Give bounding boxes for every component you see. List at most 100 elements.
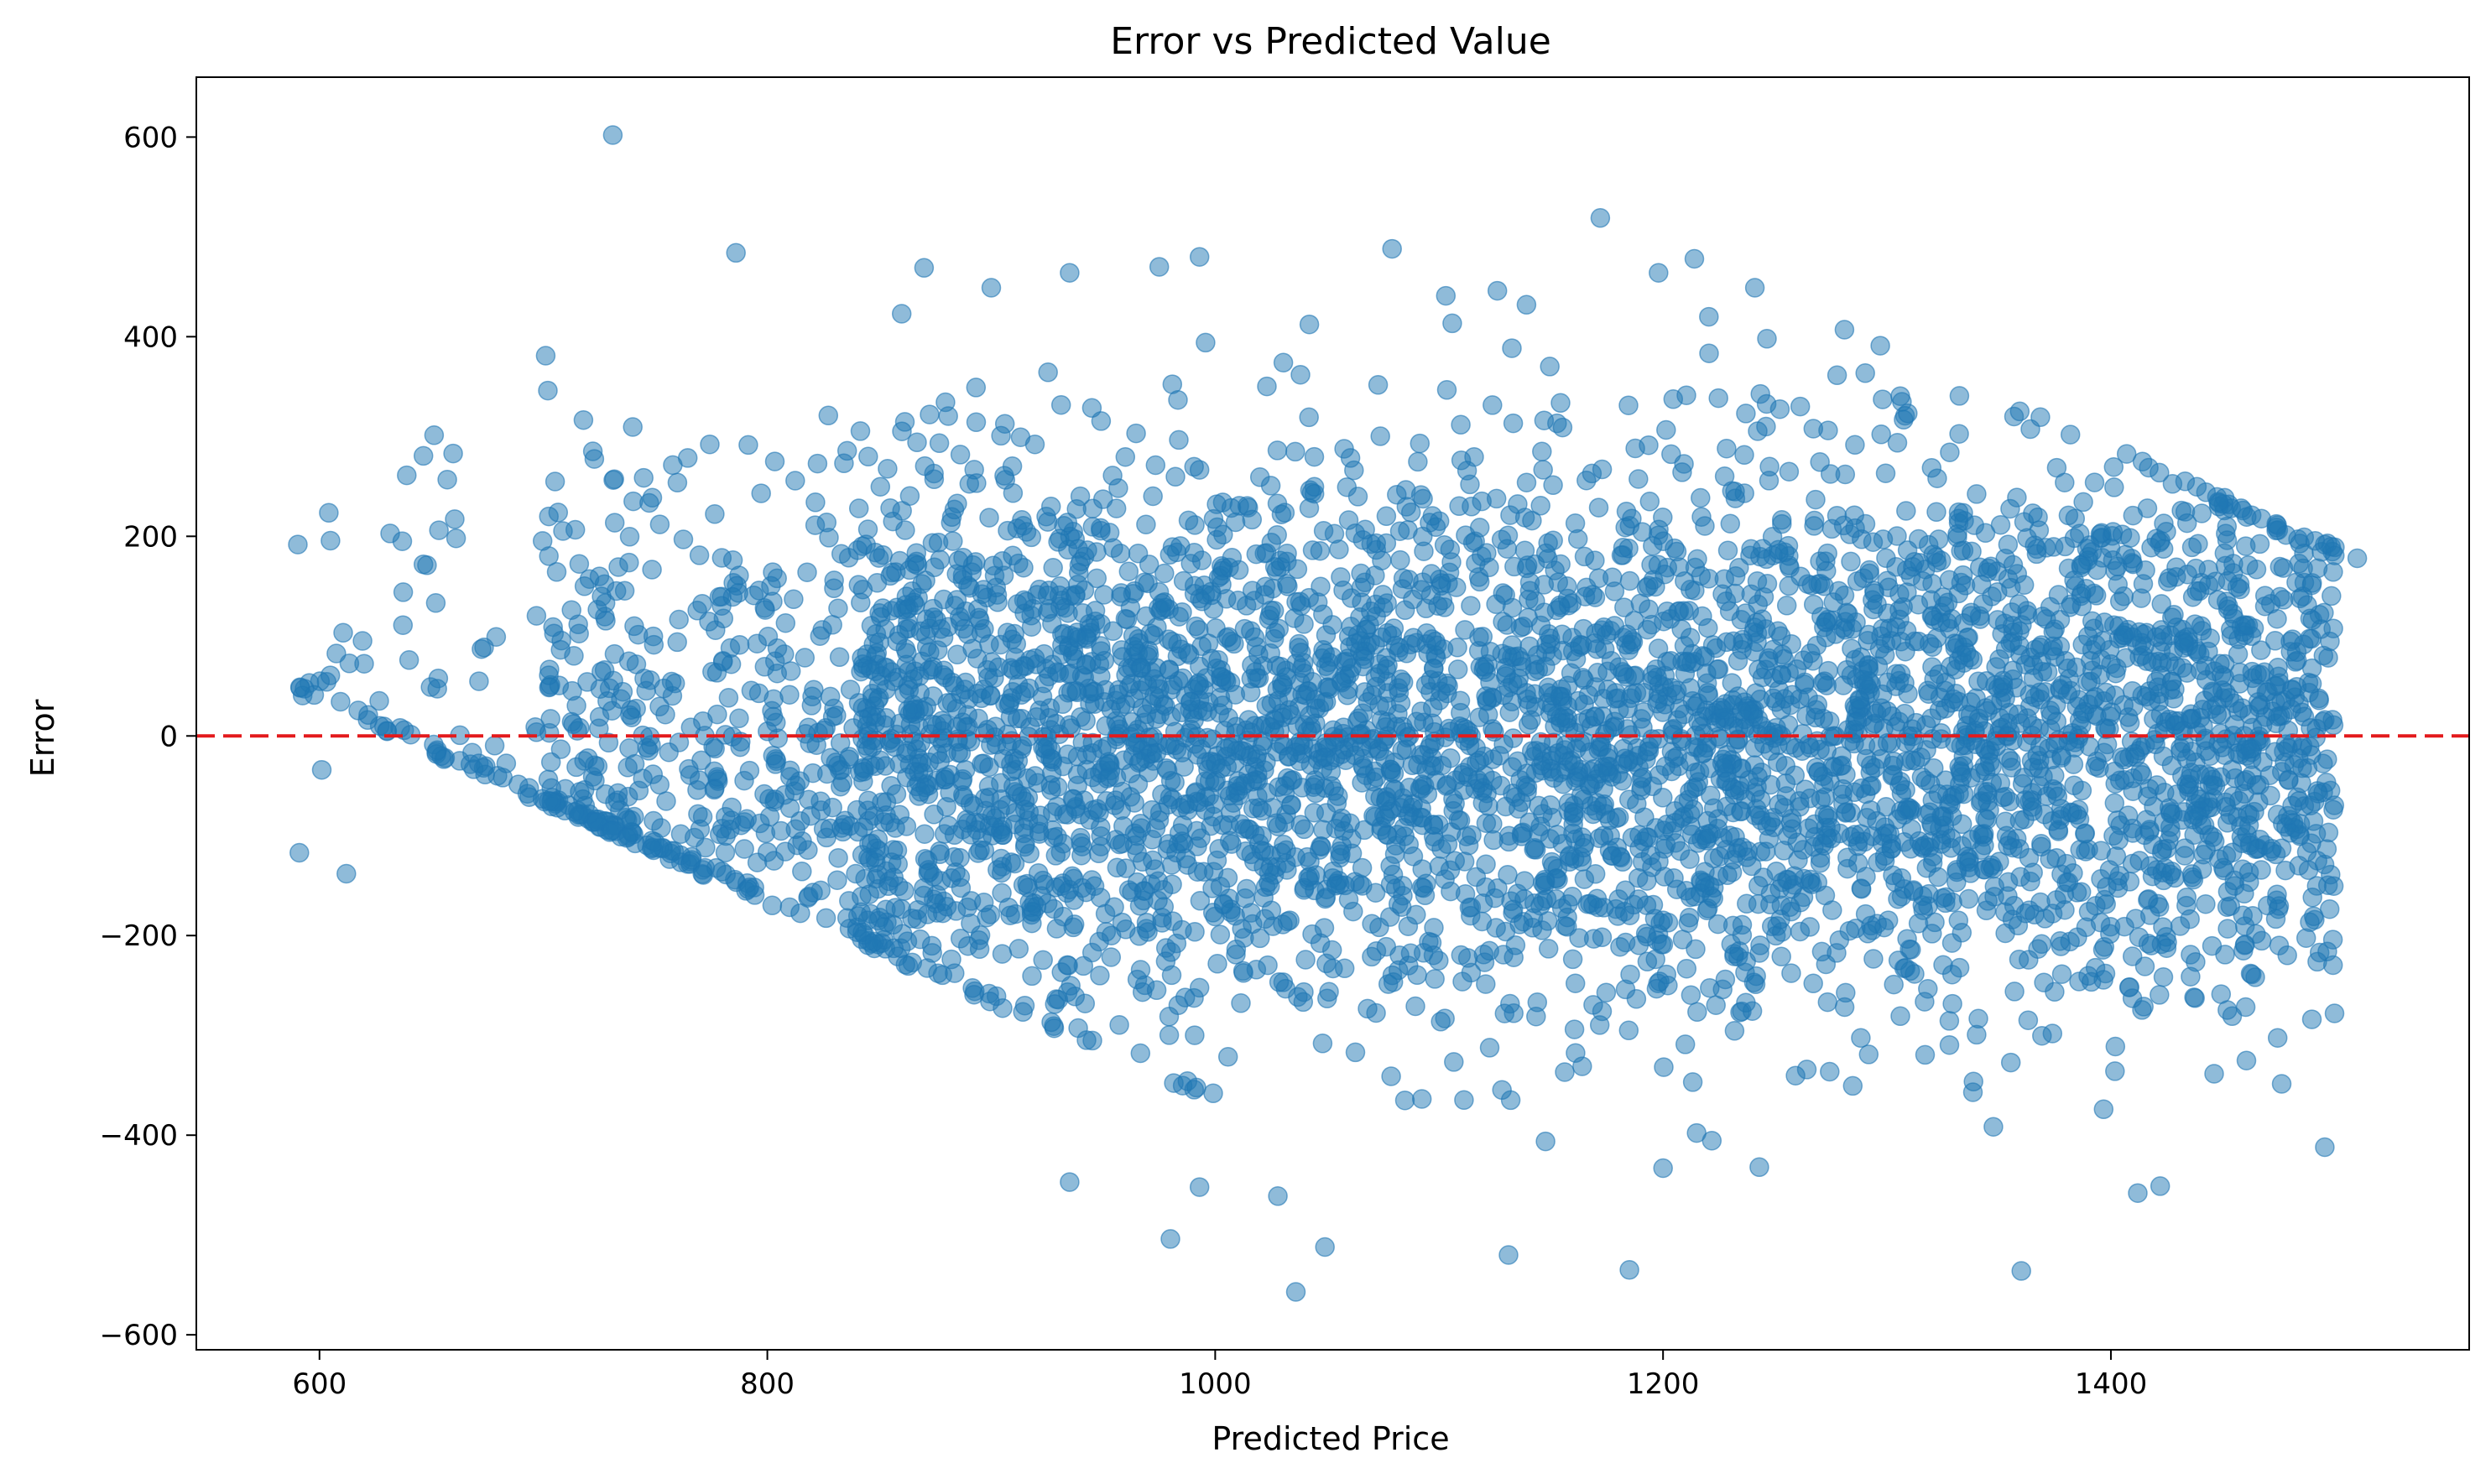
scatter-point (1316, 803, 1337, 823)
scatter-point (1189, 460, 1210, 480)
scatter-point (2003, 731, 2023, 751)
scatter-point (2267, 515, 2287, 535)
scatter-point (1331, 567, 1351, 587)
scatter-point (848, 498, 869, 518)
scatter-point (2009, 949, 2030, 970)
scatter-point (1413, 526, 1433, 547)
scatter-point (1522, 510, 1542, 531)
scatter-point (1202, 878, 1222, 898)
scatter-point (1629, 469, 1649, 489)
scatter-point (800, 733, 820, 753)
scatter-point (1177, 643, 1198, 664)
scatter-point (1538, 939, 1559, 959)
scatter-point (1476, 813, 1497, 833)
scatter-point (928, 532, 949, 553)
scatter-point (1710, 729, 1731, 749)
scatter-point (2228, 790, 2249, 811)
scatter-point (846, 863, 866, 884)
scatter-point (1333, 820, 1354, 841)
scatter-point (1945, 732, 1965, 753)
scatter-point (2234, 935, 2255, 955)
scatter-point (869, 687, 889, 708)
scatter-point (644, 810, 664, 831)
scatter-point (1587, 663, 1608, 683)
scatter-point (1259, 872, 1279, 893)
scatter-point (1120, 597, 1141, 618)
scatter-point (958, 575, 978, 596)
scatter-point (1790, 797, 1810, 817)
scatter-point (1350, 631, 1371, 651)
scatter-point (546, 562, 567, 582)
scatter-point (618, 758, 638, 778)
scatter-point (1219, 557, 1239, 578)
scatter-point (1294, 877, 1315, 898)
scatter-point (2156, 522, 2176, 542)
scatter-point (1062, 866, 1082, 887)
scatter-point (734, 770, 754, 791)
scatter-point (1340, 448, 1361, 468)
scatter-point (910, 621, 930, 642)
scatter-point (711, 862, 732, 882)
scatter-point (828, 598, 848, 618)
scatter-point (1162, 874, 1182, 894)
scatter-point (1315, 747, 1336, 768)
scatter-point (899, 560, 920, 581)
scatter-point (790, 903, 810, 924)
scatter-point (2019, 791, 2040, 812)
scatter-point (721, 653, 742, 674)
scatter-point (1897, 582, 1917, 602)
scatter-point (2000, 1052, 2021, 1073)
scatter-point (961, 914, 981, 934)
scatter-point (2208, 492, 2228, 512)
scatter-point (532, 531, 553, 551)
scatter-point (427, 679, 447, 699)
scatter-point (894, 881, 915, 901)
scatter-point (775, 612, 796, 633)
scatter-point (1091, 836, 1111, 857)
scatter-point (1675, 652, 1696, 673)
scatter-point (2042, 811, 2062, 831)
scatter-point (1421, 564, 1441, 584)
scatter-point (763, 689, 784, 710)
scatter-point (716, 825, 736, 846)
scatter-point (2203, 789, 2224, 809)
scatter-point (622, 707, 642, 727)
scatter-point (790, 811, 810, 831)
scatter-point (1555, 1062, 1575, 1082)
scatter-point (2317, 941, 2337, 961)
scatter-point (771, 820, 791, 841)
scatter-point (667, 472, 688, 493)
scatter-point (758, 721, 778, 742)
scatter-point (589, 718, 609, 739)
scatter-point (1130, 1043, 1151, 1064)
scatter-point (2175, 502, 2196, 522)
scatter-point (1790, 892, 1811, 913)
scatter-point (1896, 501, 1916, 521)
scatter-point (1959, 647, 1980, 668)
scatter-point (2196, 840, 2216, 861)
scatter-point (1045, 994, 1065, 1014)
scatter-point (1564, 1019, 1585, 1039)
scatter-point (2191, 503, 2212, 523)
scatter-point (1449, 496, 1469, 517)
scatter-point (1569, 928, 1589, 948)
scatter-point (1890, 1006, 1910, 1027)
scatter-point (2301, 1009, 2322, 1029)
scatter-point (1661, 444, 1681, 465)
scatter-point (1024, 434, 1045, 455)
scatter-point (929, 433, 950, 454)
scatter-point (711, 548, 732, 568)
scatter-point (915, 824, 935, 844)
scatter-point (1145, 455, 1166, 476)
scatter-point (1547, 858, 1568, 879)
scatter-point (1733, 633, 1754, 653)
scatter-point (1196, 332, 1216, 353)
scatter-point (2048, 585, 2069, 605)
scatter-point (1421, 756, 1442, 776)
scatter-point (1180, 723, 1200, 743)
scatter-point (1287, 559, 1308, 580)
scatter-point (1573, 837, 1594, 858)
scatter-point (2250, 695, 2271, 716)
scatter-point (1267, 493, 1288, 513)
scatter-point (2302, 887, 2322, 908)
